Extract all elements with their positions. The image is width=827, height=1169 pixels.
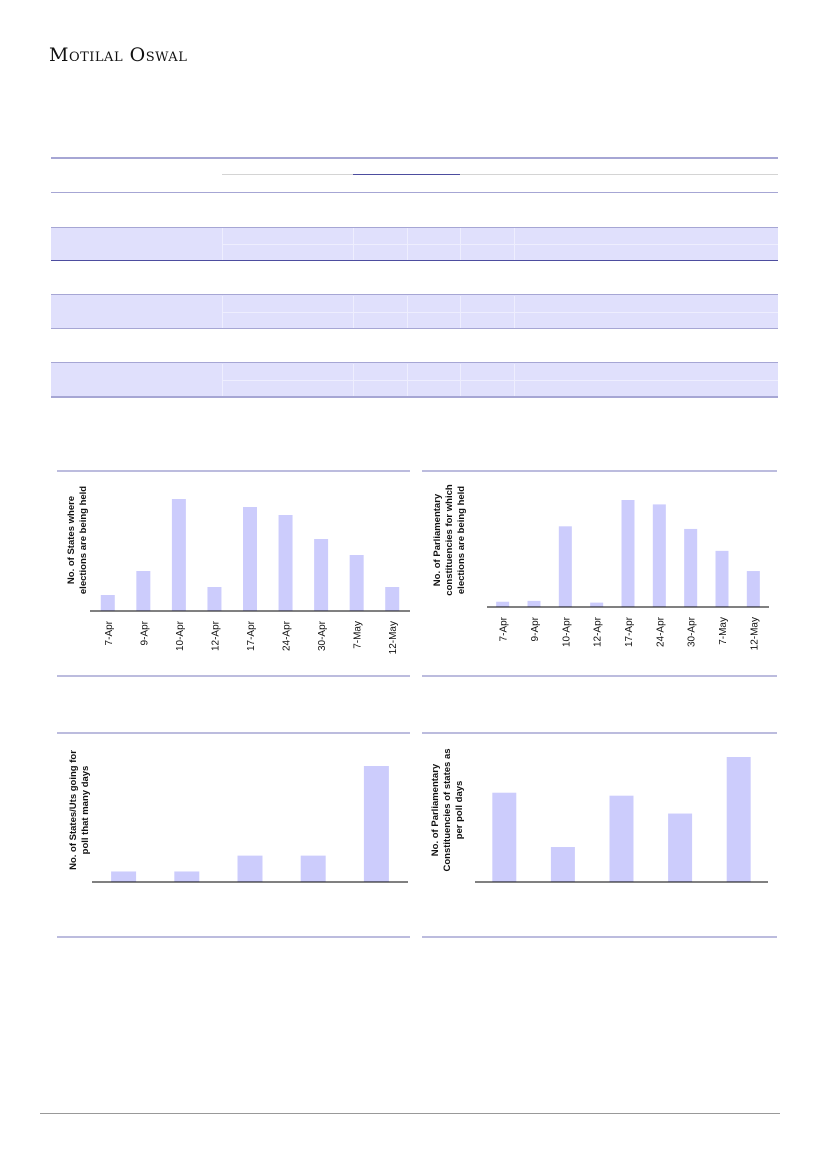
table-rule	[51, 157, 778, 159]
bar	[527, 600, 541, 607]
table-rule	[222, 174, 778, 175]
bar	[684, 528, 698, 607]
table-row-shaded	[51, 227, 778, 260]
x-tick-label: 7-May	[718, 617, 729, 645]
y-axis-label: constituencies for which	[444, 484, 455, 596]
table-rule	[222, 312, 778, 313]
bar	[171, 499, 186, 611]
x-tick-label: 10-Apr	[561, 616, 572, 647]
bar	[243, 507, 257, 611]
y-axis-label: elections are being held	[456, 486, 467, 594]
bar	[237, 855, 263, 882]
x-tick-label: 30-Apr	[687, 616, 698, 647]
bar	[590, 602, 604, 607]
bar	[100, 595, 115, 611]
bar	[621, 500, 635, 607]
bar	[652, 504, 666, 607]
x-tick-label: 30-Apr	[317, 620, 328, 651]
table-rule	[51, 328, 778, 329]
bar	[550, 847, 575, 882]
table-row-shaded	[51, 295, 778, 328]
table-row-shaded	[51, 363, 778, 396]
bar	[136, 571, 151, 611]
bar	[558, 526, 572, 607]
x-tick-label: 12-Apr	[593, 616, 604, 647]
x-tick-label: 9-Apr	[139, 620, 150, 645]
company-logo: Motilal Oswal	[49, 44, 188, 66]
y-axis-label: No. of States/Uts going for	[68, 750, 79, 870]
bar	[207, 587, 222, 611]
bar	[300, 855, 326, 882]
bar	[278, 515, 293, 611]
table-rule	[51, 192, 778, 193]
bar	[385, 587, 400, 611]
table-rule	[51, 396, 778, 398]
footer-rule	[40, 1113, 780, 1114]
y-axis-label: No. of States where	[66, 496, 77, 584]
y-axis-label: No. of Parliamentary	[432, 493, 443, 586]
bar	[492, 792, 517, 882]
x-tick-label: 7-May	[353, 621, 364, 649]
table-rule	[51, 227, 778, 228]
x-tick-label: 12-May	[388, 621, 399, 654]
x-tick-label: 24-Apr	[655, 616, 666, 647]
bar	[746, 571, 760, 607]
x-tick-label: 12-May	[749, 617, 760, 650]
y-axis-label: Constituencies of states as	[442, 748, 453, 871]
bar	[496, 601, 510, 607]
bar	[349, 555, 364, 611]
x-tick-label: 17-Apr	[246, 620, 257, 651]
table-rule	[222, 244, 778, 245]
x-tick-label: 10-Apr	[175, 620, 186, 651]
x-tick-label: 17-Apr	[624, 616, 635, 647]
x-tick-label: 24-Apr	[282, 620, 293, 651]
bar	[609, 795, 634, 882]
y-axis-label: No. of Parliamentary	[430, 763, 441, 856]
x-tick-label: 7-Apr	[499, 616, 510, 641]
table-rule	[222, 380, 778, 381]
bar	[111, 871, 137, 882]
x-tick-label: 12-Apr	[210, 620, 221, 651]
table-rule	[353, 174, 460, 175]
table-rule	[51, 260, 778, 261]
bar	[726, 757, 751, 882]
bar	[363, 766, 389, 882]
bar	[174, 871, 200, 882]
bar	[668, 813, 693, 882]
table-rule	[51, 294, 778, 295]
table-rule	[51, 362, 778, 363]
bar	[715, 550, 729, 607]
x-tick-label: 9-Apr	[530, 616, 541, 641]
y-axis-label: poll that many days	[80, 766, 91, 855]
y-axis-label: per poll days	[454, 781, 465, 840]
y-axis-label: elections are being held	[78, 486, 89, 594]
x-tick-label: 7-Apr	[104, 620, 115, 645]
bar	[314, 539, 329, 611]
